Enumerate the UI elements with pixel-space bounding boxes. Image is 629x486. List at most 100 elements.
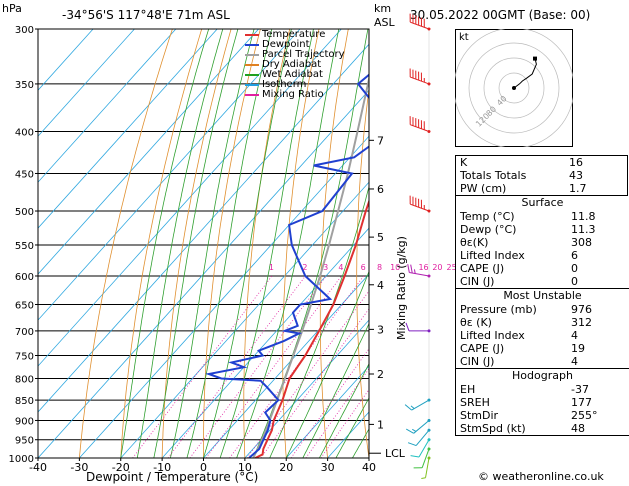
wind-barb-flag bbox=[412, 69, 414, 79]
index-value: 255° bbox=[571, 409, 598, 422]
km-tick-label: 5 bbox=[377, 231, 384, 244]
hodograph-title: Hodograph bbox=[512, 369, 573, 382]
wind-barb-dot bbox=[427, 82, 431, 86]
legend-label: Dewpoint bbox=[262, 39, 310, 50]
wind-barb-flag bbox=[404, 404, 412, 411]
x-tick-label: -40 bbox=[29, 461, 47, 474]
wind-barb-staff bbox=[413, 420, 430, 434]
wind-barb-flag bbox=[412, 14, 414, 24]
wet-adiabat-line bbox=[120, 29, 210, 458]
hodograph-trace bbox=[513, 58, 537, 89]
wind-barb-flag bbox=[420, 199, 422, 209]
index-label: StmSpd (kt) bbox=[460, 422, 526, 435]
x-tick-label: -30 bbox=[70, 461, 88, 474]
index-row: CIN (J) 0 bbox=[456, 275, 629, 288]
x-tick-label: 0 bbox=[200, 461, 207, 474]
pressure-tick-label: 850 bbox=[15, 396, 34, 407]
pressure-tick-label: 450 bbox=[15, 169, 34, 180]
x-tick-label: 40 bbox=[362, 461, 376, 474]
index-row: StmSpd (kt) 48 bbox=[456, 422, 629, 435]
index-label: StmDir bbox=[460, 409, 499, 422]
wind-barb-flag bbox=[407, 442, 417, 447]
index-label: EH bbox=[460, 383, 476, 396]
hpa-unit-label: hPa bbox=[2, 2, 22, 15]
wind-barb bbox=[409, 116, 431, 134]
legend-label: Isotherm bbox=[262, 79, 307, 90]
pressure-tick-label: 650 bbox=[15, 301, 34, 312]
temperature-profile bbox=[254, 198, 369, 458]
index-value: 0 bbox=[571, 275, 578, 288]
hodograph-ring bbox=[483, 57, 545, 119]
index-value: 312 bbox=[571, 316, 592, 329]
mixing-ratio-line bbox=[205, 275, 342, 458]
wind-barb bbox=[407, 264, 431, 278]
wind-barb-flag bbox=[405, 322, 410, 332]
pressure-tick-label: 300 bbox=[15, 25, 34, 36]
isotherm-line bbox=[38, 29, 135, 137]
km-tick-label: 7 bbox=[377, 134, 384, 147]
pressure-tick-label: 700 bbox=[15, 327, 34, 338]
wind-barb-flag bbox=[420, 72, 422, 82]
dry-adiabat-line bbox=[243, 29, 291, 458]
wind-barb-flag bbox=[407, 264, 410, 273]
index-row: θε (K) 312 bbox=[456, 316, 629, 329]
index-row: CAPE (J) 19 bbox=[456, 342, 629, 355]
dry-adiabat-line bbox=[120, 29, 203, 458]
index-label: Pressure (mb) bbox=[460, 303, 537, 316]
mixing-ratio-label: 16 bbox=[418, 263, 428, 272]
wind-barb-flag bbox=[418, 119, 420, 128]
index-value: 48 bbox=[571, 422, 585, 435]
dry-adiabat-line bbox=[426, 29, 452, 458]
wind-barb bbox=[410, 438, 431, 458]
mixing-ratio-label: 1 bbox=[269, 263, 274, 272]
dry-adiabat-line bbox=[319, 29, 349, 458]
index-row: Totals Totals 43 bbox=[456, 169, 628, 182]
wind-barb-flag bbox=[415, 118, 417, 127]
index-value: 0 bbox=[571, 262, 578, 275]
index-value: 11.3 bbox=[571, 223, 596, 236]
wind-barb-flag bbox=[413, 467, 423, 469]
pressure-tick-label: 550 bbox=[15, 241, 34, 252]
wind-barb-flag bbox=[412, 196, 414, 206]
km-tick-label: 6 bbox=[377, 183, 384, 196]
wind-barb-dot bbox=[427, 447, 431, 451]
dry-adiabat-line bbox=[79, 29, 173, 458]
mixing-ratio-line bbox=[132, 275, 273, 458]
dry-adiabat-line bbox=[356, 85, 369, 458]
isotherm-line bbox=[79, 135, 369, 458]
index-row: StmDir 255° bbox=[456, 409, 629, 422]
index-label: θε (K) bbox=[460, 316, 492, 329]
wind-barb-half bbox=[423, 77, 425, 83]
wind-barb bbox=[404, 398, 431, 411]
legend-label: Dry Adiabat bbox=[262, 59, 322, 70]
isotherm-line bbox=[38, 29, 259, 275]
mixing-ratio-line bbox=[260, 308, 369, 458]
surface-section: Surface Temp (°C) 11.8 Dewp (°C) 11.3 θε(K) 3… bbox=[455, 196, 629, 289]
wind-barb bbox=[409, 13, 431, 31]
dewpoint-profile bbox=[205, 73, 369, 458]
wind-barb-dot bbox=[427, 274, 431, 278]
wind-barb-flag bbox=[423, 18, 425, 28]
x-tick-label: 20 bbox=[279, 461, 293, 474]
pressure-tick-label: 900 bbox=[15, 416, 34, 427]
wind-barb-flag bbox=[415, 197, 417, 207]
index-label: CIN (J) bbox=[460, 355, 495, 368]
index-row: θε(K) 308 bbox=[456, 236, 629, 249]
index-value: 4 bbox=[571, 329, 578, 342]
wind-barb-staff bbox=[410, 203, 430, 212]
wind-barb bbox=[405, 322, 431, 333]
wind-barb-flag bbox=[405, 428, 414, 434]
copyright: © weatheronline.co.uk bbox=[478, 470, 604, 483]
wet-adiabat-line bbox=[136, 29, 224, 458]
index-value: 43 bbox=[569, 169, 583, 182]
index-row: EH -37 bbox=[456, 383, 629, 396]
wind-barb bbox=[409, 195, 431, 213]
km-tick-label: 2 bbox=[377, 368, 384, 381]
index-label: Temp (°C) bbox=[460, 210, 515, 223]
wind-barb-staff bbox=[411, 399, 430, 411]
wind-barb-flag bbox=[409, 195, 411, 205]
index-row: Lifted Index 6 bbox=[456, 249, 629, 262]
mixing-ratio-line bbox=[229, 275, 365, 458]
wind-barb-flag bbox=[410, 264, 413, 274]
